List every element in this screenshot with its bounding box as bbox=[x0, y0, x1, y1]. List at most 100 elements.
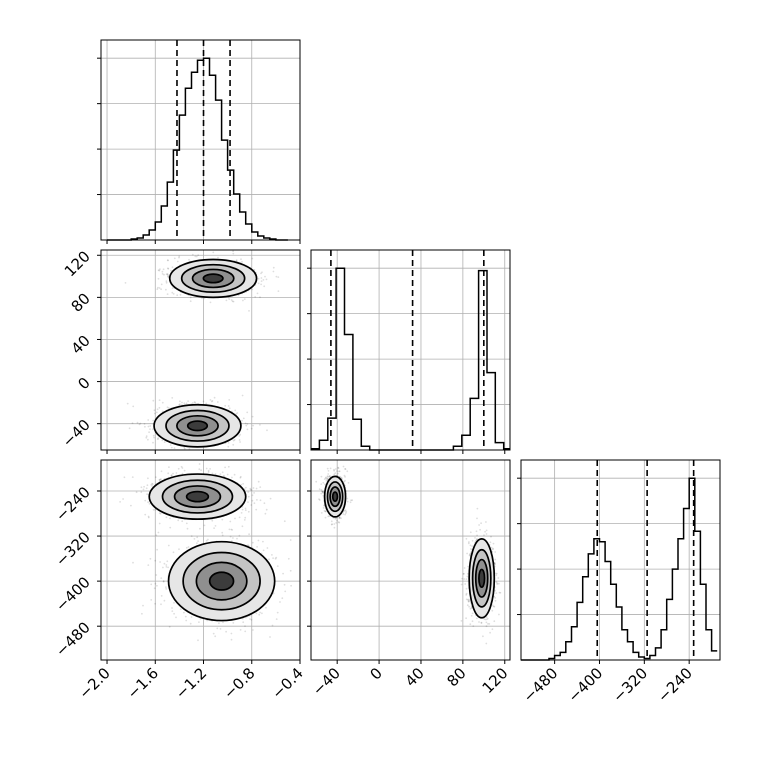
scatter-point bbox=[176, 260, 179, 263]
scatter-point bbox=[203, 297, 206, 300]
scatter-point bbox=[338, 516, 340, 519]
scatter-point bbox=[259, 296, 261, 299]
scatter-point bbox=[168, 466, 170, 468]
scatter-point bbox=[232, 443, 235, 446]
scatter-point bbox=[325, 479, 328, 482]
scatter-point bbox=[495, 574, 498, 576]
scatter-point bbox=[163, 273, 165, 276]
scatter-point bbox=[197, 254, 200, 256]
scatter-point bbox=[241, 508, 244, 511]
scatter-point bbox=[232, 252, 235, 255]
scatter-point bbox=[337, 467, 340, 470]
scatter-point bbox=[136, 421, 139, 424]
scatter-point bbox=[144, 425, 146, 428]
scatter-point bbox=[290, 584, 292, 587]
scatter-point bbox=[264, 512, 267, 515]
scatter-point bbox=[465, 617, 467, 620]
scatter-point bbox=[155, 574, 158, 576]
scatter-point bbox=[485, 625, 488, 628]
scatter-point bbox=[152, 434, 155, 437]
scatter-point bbox=[185, 402, 188, 405]
scatter-point bbox=[123, 476, 126, 479]
scatter-point bbox=[480, 522, 482, 525]
scatter-point bbox=[178, 548, 180, 551]
scatter-point bbox=[240, 512, 243, 514]
scatter-point bbox=[469, 553, 471, 556]
scatter-point bbox=[242, 483, 245, 485]
scatter-point bbox=[337, 472, 339, 475]
scatter-point bbox=[145, 436, 148, 439]
scatter-point bbox=[140, 491, 143, 494]
scatter-point bbox=[245, 486, 247, 489]
scatter-point bbox=[126, 402, 129, 405]
scatter-point bbox=[251, 541, 254, 544]
scatter-point bbox=[181, 472, 184, 475]
scatter-point bbox=[272, 266, 275, 269]
scatter-point bbox=[200, 469, 203, 472]
scatter-point bbox=[256, 499, 258, 501]
scatter-point bbox=[263, 502, 266, 505]
scatter-point bbox=[187, 400, 190, 402]
scatter-point bbox=[157, 277, 160, 280]
scatter-point bbox=[191, 402, 194, 404]
scatter-point bbox=[281, 597, 284, 600]
scatter-point bbox=[165, 273, 168, 276]
scatter-point bbox=[240, 258, 242, 261]
scatter-point bbox=[344, 509, 347, 512]
scatter-point bbox=[271, 624, 274, 627]
scatter-point bbox=[238, 534, 241, 537]
scatter-point bbox=[210, 400, 213, 403]
scatter-point bbox=[229, 535, 232, 538]
scatter-point bbox=[167, 472, 170, 475]
scatter-point bbox=[259, 424, 261, 426]
scatter-point bbox=[349, 501, 352, 504]
scatter-point bbox=[150, 599, 153, 601]
scatter-point bbox=[326, 477, 329, 479]
scatter-point bbox=[147, 419, 150, 421]
scatter-point bbox=[491, 609, 494, 612]
scatter-point bbox=[205, 467, 208, 470]
scatter-point bbox=[144, 513, 147, 516]
scatter-point bbox=[181, 467, 184, 469]
scatter-point bbox=[173, 612, 176, 615]
scatter-point bbox=[171, 291, 174, 294]
scatter-point bbox=[221, 531, 224, 534]
scatter-point bbox=[165, 516, 168, 519]
scatter-point bbox=[248, 533, 251, 536]
scatter-point bbox=[167, 276, 170, 279]
scatter-point bbox=[244, 630, 247, 633]
scatter-point bbox=[227, 442, 230, 444]
scatter-point bbox=[227, 405, 230, 407]
scatter-point bbox=[343, 509, 346, 512]
scatter-point bbox=[279, 601, 281, 603]
scatter-point bbox=[158, 512, 161, 515]
scatter-point bbox=[143, 485, 146, 488]
scatter-point bbox=[197, 540, 200, 542]
scatter-point bbox=[156, 438, 159, 441]
scatter-point bbox=[172, 472, 174, 475]
scatter-point bbox=[321, 491, 324, 494]
scatter-point bbox=[465, 598, 468, 601]
scatter-point bbox=[175, 472, 178, 474]
scatter-point bbox=[183, 446, 186, 449]
scatter-point bbox=[162, 566, 164, 569]
scatter-point bbox=[181, 401, 183, 404]
scatter-point bbox=[257, 539, 260, 542]
scatter-point bbox=[165, 288, 167, 291]
scatter-point bbox=[485, 642, 488, 645]
scatter-point bbox=[188, 448, 191, 450]
scatter-point bbox=[232, 537, 234, 539]
scatter-point bbox=[470, 607, 473, 610]
scatter-point bbox=[471, 545, 473, 547]
scatter-point bbox=[467, 542, 470, 545]
scatter-point bbox=[344, 468, 346, 470]
scatter-point bbox=[250, 618, 253, 621]
scatter-point bbox=[462, 573, 465, 575]
scatter-point bbox=[140, 486, 143, 489]
scatter-point bbox=[461, 577, 463, 580]
scatter-point bbox=[251, 257, 254, 260]
scatter-point bbox=[491, 604, 494, 606]
scatter-point bbox=[207, 469, 210, 472]
scatter-point bbox=[275, 275, 278, 278]
scatter-point bbox=[165, 281, 168, 284]
